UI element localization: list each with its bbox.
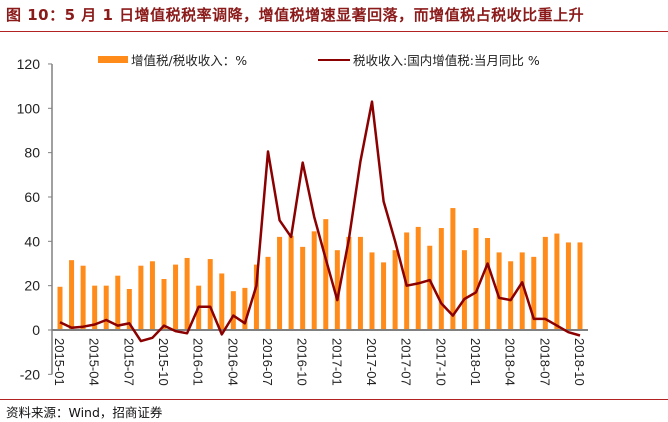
y-tick-label: 20 (24, 278, 40, 294)
x-tick-label: 2018-01 (468, 338, 483, 386)
bar (230, 291, 236, 330)
bar (92, 285, 98, 330)
bar (173, 264, 179, 330)
title-divider (0, 31, 668, 32)
bar (508, 261, 514, 330)
bar (323, 219, 329, 330)
legend-bar-swatch (98, 56, 128, 63)
y-tick-label: -20 (20, 366, 40, 382)
x-tick-label: 2015-10 (156, 338, 171, 386)
bar (126, 288, 132, 330)
bar (346, 236, 352, 330)
y-tick-label: 60 (24, 189, 40, 205)
x-tick-label: 2017-07 (399, 338, 414, 386)
legend-item-bar: 增值税/税收收入：% (98, 50, 247, 69)
bar (219, 273, 225, 330)
legend-item-line: 税收收入:国内增值税:当月同比 % (318, 50, 540, 69)
x-tick-label: 2018-10 (572, 338, 587, 386)
legend-line-swatch (318, 58, 350, 61)
bar (288, 235, 294, 330)
line-series (59, 100, 581, 343)
bar (415, 226, 421, 330)
bar (69, 260, 75, 330)
x-tick-label: 2017-10 (433, 338, 448, 386)
y-tick-label: 80 (24, 145, 40, 161)
bar (277, 236, 283, 330)
bar (80, 265, 86, 330)
source-note: 资料来源：Wind，招商证券 (6, 405, 163, 420)
bar (265, 256, 271, 330)
bar (461, 250, 467, 330)
x-tick-label: 2016-04 (225, 338, 240, 386)
bar (438, 228, 444, 330)
bar (103, 285, 109, 330)
x-tick-label: 2016-01 (191, 338, 206, 386)
figure-title: 图 10：5 月 1 日增值税税率调降，增值税增速显著回落，而增值税占税收比重上… (6, 6, 585, 24)
legend-bar-label: 增值税/税收收入：% (131, 53, 248, 68)
bar (485, 237, 491, 330)
bar (531, 256, 537, 330)
bar (334, 250, 340, 330)
x-tick-label: 2015-07 (121, 338, 136, 386)
x-tick-label: 2017-04 (364, 338, 379, 386)
y-tick-label: 100 (17, 100, 41, 116)
x-tick-label: 2018-07 (537, 338, 552, 386)
source-divider (0, 399, 668, 400)
x-tick-label: 2018-04 (503, 338, 518, 386)
bar (161, 279, 167, 330)
bar (496, 252, 502, 330)
bar (357, 236, 363, 330)
x-tick-label: 2015-01 (52, 338, 67, 386)
bar (184, 257, 190, 330)
bar (473, 228, 479, 330)
bar (519, 252, 525, 330)
bar (577, 242, 583, 330)
bar (381, 262, 387, 330)
bar (207, 259, 213, 330)
bar (57, 286, 63, 330)
bar (311, 231, 317, 330)
bar (450, 208, 456, 330)
x-tick-label: 2017-01 (329, 338, 344, 386)
y-tick-label: 0 (32, 322, 40, 338)
x-tick-label: 2015-04 (87, 338, 102, 386)
bar (565, 242, 571, 330)
y-tick-label: 40 (24, 233, 40, 249)
x-tick-label: 2016-07 (260, 338, 275, 386)
bar (554, 233, 560, 330)
bar (542, 236, 548, 330)
legend-line-label: 税收收入:国内增值税:当月同比 % (353, 53, 540, 68)
bar (427, 245, 433, 330)
bar (300, 246, 306, 330)
bar (369, 252, 375, 330)
x-tick-label: 2016-10 (295, 338, 310, 386)
bar (149, 261, 155, 330)
bar (138, 265, 144, 330)
bar (253, 264, 259, 330)
bar (115, 275, 121, 330)
bar (392, 250, 398, 330)
bar (242, 287, 248, 330)
y-tick-label: 120 (17, 56, 41, 72)
